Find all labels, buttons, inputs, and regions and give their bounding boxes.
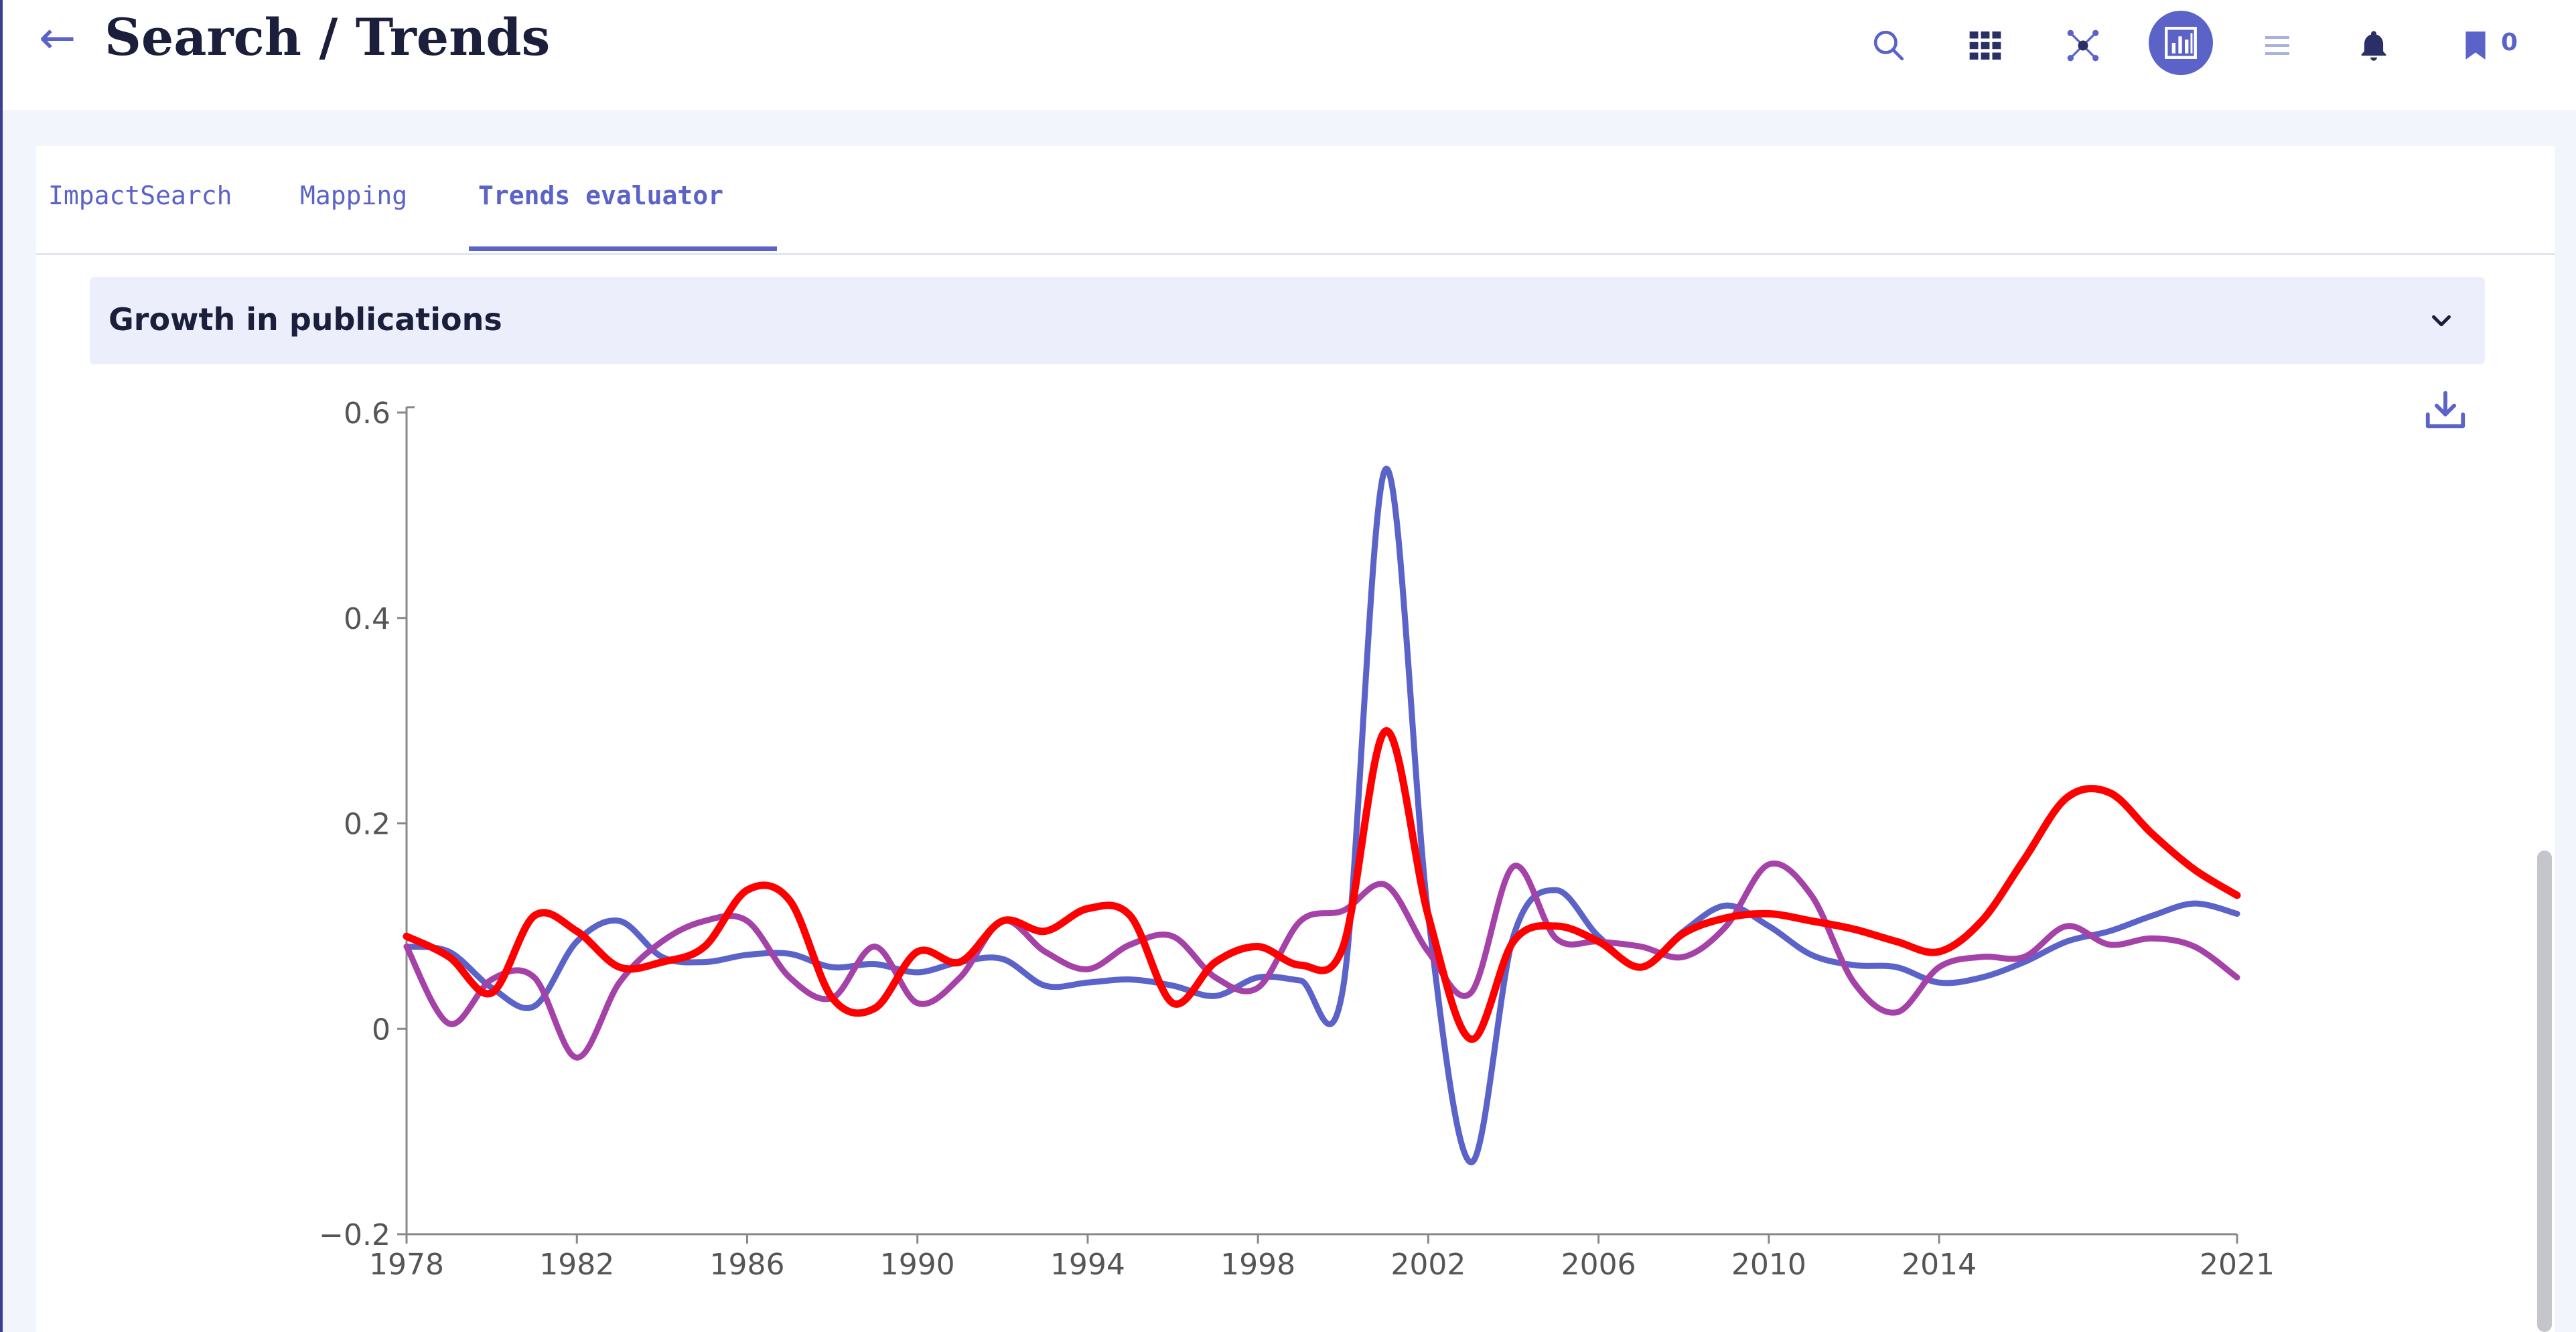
list-icon[interactable] <box>2250 19 2304 72</box>
series-line-blue <box>403 465 2240 1166</box>
download-icon[interactable] <box>2422 387 2469 434</box>
chevron-down-icon[interactable] <box>2426 305 2457 336</box>
y-tick-label: 0.6 <box>344 396 390 431</box>
x-tick-label: 1978 <box>369 1248 444 1282</box>
bar-chart-icon[interactable] <box>2149 11 2213 75</box>
growth-accordion-header[interactable]: Growth in publications <box>90 277 2485 364</box>
window-left-border <box>0 0 3 1332</box>
tab-trends-evaluator[interactable]: Trends evaluator <box>478 181 724 210</box>
vertical-scrollbar[interactable] <box>2537 850 2552 1332</box>
y-tick-label: 0 <box>372 1013 390 1047</box>
x-tick-label: 2014 <box>1902 1248 1977 1282</box>
series-line-red <box>403 727 2241 1043</box>
y-tick-label: 0.2 <box>344 808 390 842</box>
bookmark-icon[interactable] <box>2449 19 2502 72</box>
tab-mapping[interactable]: Mapping <box>300 181 408 210</box>
back-arrow-icon[interactable]: ← <box>39 12 76 64</box>
grid-icon[interactable] <box>1958 19 2012 72</box>
top-header: ← Search / Trends <box>3 0 2576 110</box>
x-tick-label: 1998 <box>1220 1248 1295 1282</box>
bookmark-count-badge: 0 <box>2501 29 2518 56</box>
accordion-title: Growth in publications <box>109 301 502 338</box>
bell-icon[interactable] <box>2347 19 2401 72</box>
x-tick-label: 2021 <box>2200 1248 2275 1282</box>
tab-impactsearch[interactable]: ImpactSearch <box>48 181 232 210</box>
x-tick-label: 1982 <box>539 1248 614 1282</box>
x-tick-label: 2010 <box>1731 1248 1806 1282</box>
search-icon[interactable] <box>1862 19 1916 72</box>
y-tick-label: 0.4 <box>344 602 390 636</box>
x-tick-label: 1986 <box>709 1248 784 1282</box>
page-title: Search / Trends <box>104 7 551 67</box>
x-tick-label: 2002 <box>1390 1248 1465 1282</box>
x-tick-label: 1990 <box>880 1248 955 1282</box>
y-tick-label: −0.2 <box>319 1218 390 1252</box>
series-line-purple <box>403 860 2240 1061</box>
network-icon[interactable] <box>2056 19 2110 72</box>
tab-bar: ImpactSearch Mapping Trends evaluator <box>36 146 2555 255</box>
x-tick-label: 1994 <box>1050 1248 1125 1282</box>
active-tab-indicator <box>469 246 777 251</box>
x-tick-label: 2006 <box>1561 1248 1636 1282</box>
trends-card: ImpactSearch Mapping Trends evaluator Gr… <box>36 146 2555 1332</box>
